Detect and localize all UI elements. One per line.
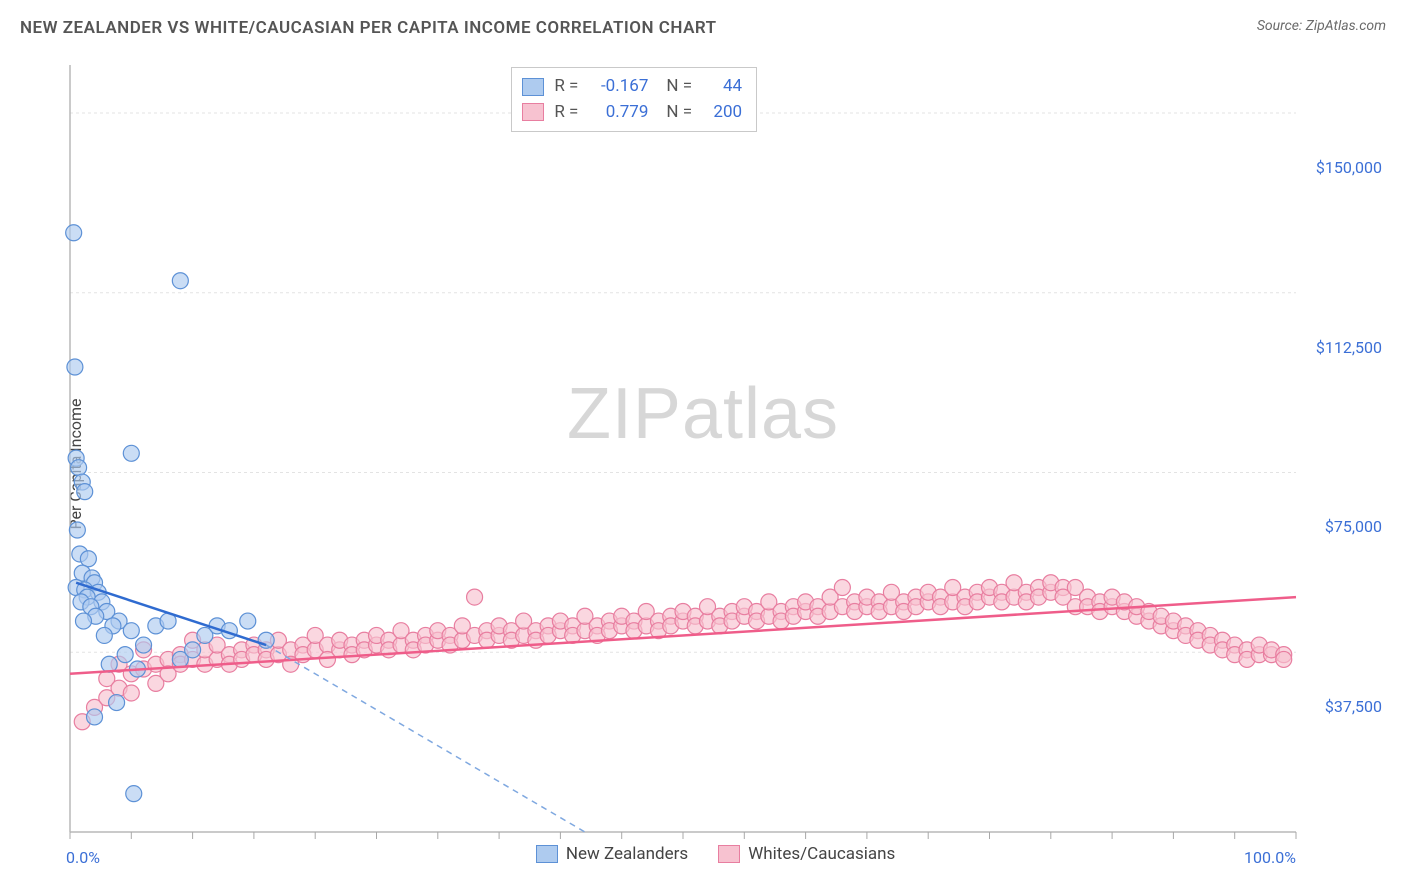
stats-row-2: R =0.779N =200	[522, 100, 742, 126]
y-tick-label: $112,500	[1316, 338, 1382, 357]
stats-row-1: R =-0.167N =44	[522, 74, 742, 100]
bottom-legend: New Zealanders Whites/Caucasians	[536, 844, 895, 864]
scatter-plot	[60, 55, 1386, 872]
chart-container: Per Capita Income ZIPatlas $37,500$75,00…	[20, 55, 1386, 872]
legend-swatch-blue	[522, 78, 544, 96]
y-tick-label: $37,500	[1325, 697, 1382, 716]
legend-swatch-pink-icon	[718, 845, 740, 863]
chart-title: NEW ZEALANDER VS WHITE/CAUCASIAN PER CAP…	[20, 18, 717, 38]
legend-item-2: Whites/Caucasians	[718, 844, 895, 864]
stats-box: R =-0.167N =44R =0.779N =200	[511, 67, 757, 132]
legend-swatch-blue-icon	[536, 845, 558, 863]
source-attribution: Source: ZipAtlas.com	[1257, 18, 1386, 34]
x-min-label: 0.0%	[66, 848, 100, 867]
y-tick-label: $75,000	[1325, 517, 1382, 536]
y-tick-label: $150,000	[1316, 158, 1382, 177]
legend-swatch-pink	[522, 103, 544, 121]
x-max-label: 100.0%	[1244, 848, 1296, 867]
legend-item-1: New Zealanders	[536, 844, 688, 864]
